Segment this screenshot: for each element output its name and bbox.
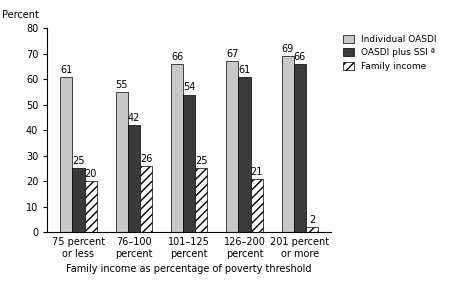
Bar: [183, 95, 195, 232]
Bar: [60, 77, 72, 232]
Bar: [115, 92, 128, 232]
Text: 54: 54: [183, 82, 195, 93]
Bar: [140, 166, 152, 232]
Text: 20: 20: [85, 169, 97, 179]
Text: 69: 69: [281, 44, 294, 54]
Bar: [281, 56, 294, 232]
Bar: [195, 168, 208, 232]
Text: 25: 25: [195, 156, 208, 166]
Text: 61: 61: [238, 65, 251, 75]
Bar: [238, 77, 251, 232]
Bar: [226, 61, 238, 232]
Text: Percent: Percent: [2, 10, 39, 20]
Text: 66: 66: [294, 52, 306, 62]
Text: 61: 61: [60, 65, 72, 75]
X-axis label: Family income as percentage of poverty threshold: Family income as percentage of poverty t…: [66, 264, 312, 274]
Legend: Individual OASDI, OASDI plus SSI ª, Family income: Individual OASDI, OASDI plus SSI ª, Fami…: [342, 33, 438, 73]
Bar: [294, 64, 306, 232]
Bar: [72, 168, 85, 232]
Text: 66: 66: [171, 52, 183, 62]
Bar: [251, 179, 263, 232]
Text: 21: 21: [251, 166, 263, 177]
Text: 25: 25: [72, 156, 85, 166]
Bar: [306, 227, 318, 232]
Bar: [171, 64, 183, 232]
Text: 55: 55: [115, 80, 128, 90]
Text: 67: 67: [226, 49, 238, 59]
Bar: [85, 181, 97, 232]
Text: 42: 42: [128, 113, 140, 123]
Text: 2: 2: [309, 215, 315, 225]
Bar: [128, 125, 140, 232]
Text: 26: 26: [140, 154, 152, 164]
